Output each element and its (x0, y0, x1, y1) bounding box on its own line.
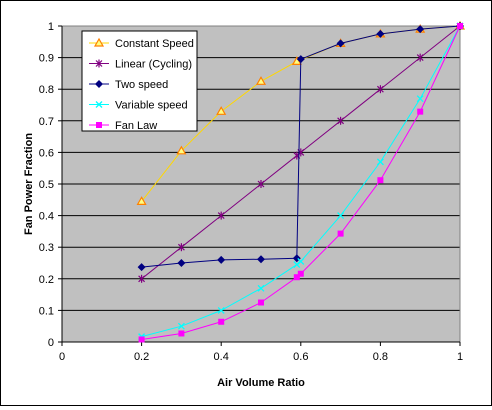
legend-item: Variable speed (89, 100, 188, 112)
y-tick-label: 0.8 (39, 84, 54, 96)
legend-label: Linear (Cycling) (115, 59, 192, 71)
y-axis-title: Fan Power Fraction (23, 133, 35, 235)
legend-marker (95, 80, 103, 88)
y-tick-label: 0.2 (39, 274, 54, 286)
y-tick-label: 0.1 (39, 305, 54, 317)
data-point-linear-cycling (257, 180, 265, 188)
x-tick-label: 0.2 (134, 351, 149, 363)
series-line-two-speed (141, 25, 461, 268)
data-point-fan-law (218, 318, 225, 325)
y-tick-label: 0.7 (39, 116, 54, 128)
legend-box (81, 30, 198, 132)
x-tick-label: 0 (59, 351, 65, 363)
data-point-two-speed (296, 55, 305, 64)
data-point-fan-law (457, 23, 463, 29)
legend-label: Constant Speed (115, 38, 194, 50)
data-point-constant-speed (216, 106, 227, 115)
data-point-two-speed (336, 39, 345, 48)
y-tick-label: 0 (48, 337, 54, 349)
data-point-variable-speed (217, 306, 225, 314)
y-tick-label: 0.9 (39, 53, 54, 65)
legend-item: Linear (Cycling) (89, 59, 192, 71)
data-point-linear-cycling (138, 274, 146, 283)
data-point-fan-law (293, 274, 300, 281)
legend-marker (96, 122, 102, 128)
data-point-fan-law (138, 336, 145, 343)
data-point-fan-law (297, 270, 304, 277)
data-point-variable-speed (297, 257, 305, 265)
y-tick-label: 0.5 (39, 179, 54, 191)
legend-label: Two speed (115, 79, 168, 91)
y-tick-label: 0.6 (39, 147, 54, 159)
legend-item: Constant Speed (89, 37, 194, 50)
data-point-linear-cycling (376, 85, 384, 94)
x-tick-label: 0.6 (293, 351, 308, 363)
legend-label: Fan Law (115, 120, 157, 132)
data-point-linear-cycling (177, 243, 185, 252)
y-tick-label: 0.4 (39, 211, 54, 223)
data-point-fan-law (337, 230, 344, 237)
data-point-variable-speed (257, 284, 265, 292)
data-point-two-speed (376, 29, 385, 38)
data-point-constant-speed (136, 196, 147, 205)
axes (58, 25, 461, 346)
data-point-two-speed (177, 259, 186, 267)
legend-label: Variable speed (115, 100, 188, 112)
data-point-two-speed (217, 255, 226, 264)
data-point-linear-cycling (217, 211, 225, 220)
data-point-variable-speed (416, 95, 424, 103)
x-tick-label: 1 (457, 351, 463, 363)
data-point-fan-law (417, 108, 424, 115)
data-point-variable-speed (177, 322, 185, 330)
data-point-linear-cycling (337, 116, 345, 125)
legend-marker (95, 101, 103, 108)
data-point-linear-cycling (416, 53, 424, 62)
legend-item: Two speed (89, 79, 168, 91)
data-point-fan-law (377, 177, 384, 184)
legend-marker (95, 59, 103, 68)
data-point-two-speed (137, 263, 146, 272)
legend: Constant Speed Linear (Cycling) Two speed V… (81, 30, 198, 132)
x-tick-label: 0.4 (214, 351, 229, 363)
series-fan-law (138, 23, 463, 343)
x-tick-label: 0.8 (373, 351, 388, 363)
data-point-two-speed (416, 25, 425, 34)
data-point-two-speed (257, 255, 265, 264)
series-group (136, 20, 466, 343)
data-point-constant-speed (176, 145, 187, 155)
legend-marker (93, 37, 105, 47)
data-point-constant-speed (255, 76, 267, 85)
tick-labels: 0 0.1 0.2 0.3 0.4 0.5 0.6 0.7 0.8 0.9 1 0 0.2 0.4 0.6 0… (39, 21, 463, 363)
data-point-variable-speed (337, 212, 345, 220)
y-tick-label: 0.3 (39, 242, 54, 254)
data-point-variable-speed (376, 158, 384, 166)
x-axis-title: Air Volume Ratio (217, 377, 305, 389)
data-point-fan-law (258, 299, 264, 306)
data-point-fan-law (178, 330, 185, 337)
y-tick-label: 1 (48, 21, 54, 33)
legend-item: Fan Law (89, 120, 157, 132)
